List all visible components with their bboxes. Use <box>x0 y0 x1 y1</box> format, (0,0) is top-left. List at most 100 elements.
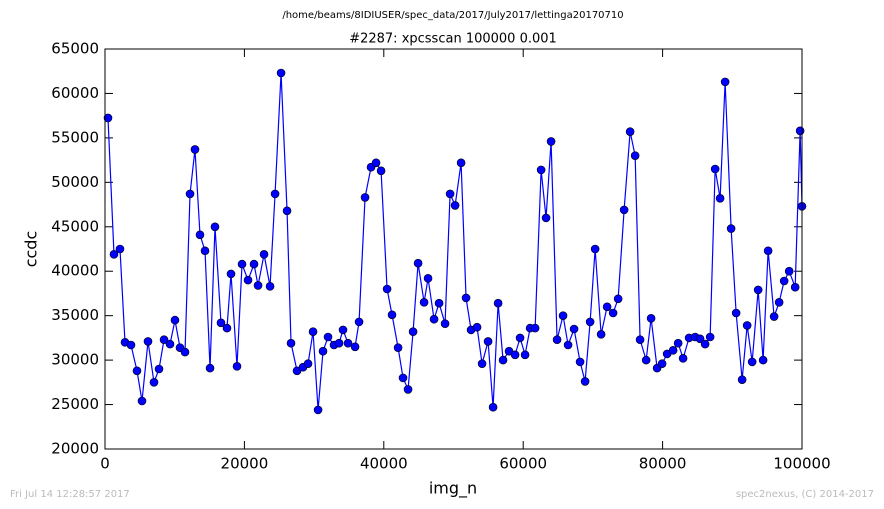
y-tick-label: 65000 <box>51 40 99 58</box>
data-point <box>715 194 725 203</box>
data-point <box>303 359 313 368</box>
data-point <box>483 337 493 346</box>
data-point <box>313 405 323 415</box>
data-point <box>360 193 370 202</box>
data-point <box>758 355 768 365</box>
data-point <box>747 357 757 367</box>
data-point <box>318 346 328 356</box>
data-point <box>445 189 455 199</box>
data-point <box>700 339 710 349</box>
y-tick-label: 45000 <box>51 217 99 235</box>
data-point <box>530 323 540 333</box>
data-point <box>270 189 280 199</box>
data-point <box>403 385 413 394</box>
data-point <box>737 375 747 384</box>
data-point <box>185 189 195 199</box>
plot-frame <box>104 48 803 450</box>
data-point <box>456 158 466 168</box>
data-point <box>602 302 612 312</box>
data-point <box>387 310 397 320</box>
data-point <box>635 335 645 344</box>
x-tick-label: 20000 <box>221 455 269 473</box>
data-point <box>440 319 450 328</box>
data-point <box>763 246 773 256</box>
data-point <box>109 250 119 259</box>
data-point <box>668 346 678 355</box>
y-tick-label: 50000 <box>51 173 99 191</box>
y-tick-label: 25000 <box>51 395 99 413</box>
data-point <box>205 363 215 373</box>
data-point <box>226 269 236 279</box>
data-point <box>498 355 508 365</box>
data-point <box>237 259 247 269</box>
data-point <box>137 396 147 406</box>
data-point <box>103 113 113 123</box>
data-point <box>413 258 423 268</box>
data-point <box>552 335 562 344</box>
data-point <box>216 318 226 328</box>
data-point <box>115 244 125 254</box>
data-point <box>515 333 525 343</box>
x-axis-label: img_n <box>429 479 477 499</box>
data-point <box>276 68 286 78</box>
data-point <box>590 244 600 254</box>
data-point <box>779 276 789 286</box>
data-point <box>585 317 595 327</box>
data-point <box>510 350 520 360</box>
data-point <box>493 298 503 308</box>
data-point <box>774 298 784 307</box>
data-point <box>350 342 360 352</box>
data-point <box>376 166 386 176</box>
data-point <box>282 206 292 216</box>
data-point <box>393 343 403 352</box>
data-point <box>354 317 364 327</box>
data-point <box>338 325 348 335</box>
data-point <box>286 338 296 348</box>
y-tick-label: 35000 <box>51 306 99 324</box>
y-tick-label: 40000 <box>51 262 99 280</box>
data-point <box>408 327 418 336</box>
data-point <box>673 338 683 348</box>
data-point <box>334 338 344 348</box>
data-point <box>170 315 180 325</box>
data-point <box>488 402 498 412</box>
data-point <box>222 323 232 333</box>
data-point <box>190 145 200 154</box>
data-point <box>429 314 439 324</box>
data-point <box>249 259 259 269</box>
data-point <box>619 205 629 215</box>
data-point <box>472 322 482 332</box>
data-point <box>625 127 635 136</box>
x-tick-label: 60000 <box>499 455 547 473</box>
data-point <box>265 282 275 291</box>
footer-right: spec2nexus, (C) 2014-2017 <box>736 489 874 500</box>
data-point <box>434 298 444 308</box>
data-point <box>596 330 606 339</box>
data-point <box>419 298 429 307</box>
data-point <box>382 284 392 294</box>
data-point <box>159 335 169 344</box>
data-point <box>630 151 640 160</box>
data-point <box>795 126 805 136</box>
footer-left: Fri Jul 14 12:28:57 2017 <box>10 489 130 500</box>
data-point <box>371 158 381 168</box>
chart-subtitle: #2287: xpcsscan 100000 0.001 <box>349 32 557 47</box>
x-tick-label: 0 <box>100 455 110 473</box>
data-point <box>450 201 460 210</box>
data-point <box>536 165 546 175</box>
data-point <box>790 282 800 292</box>
y-tick-label: 30000 <box>51 351 99 369</box>
data-point <box>126 340 136 350</box>
data-point <box>580 377 590 386</box>
data-point <box>477 359 487 368</box>
data-point <box>210 222 220 232</box>
data-point <box>243 275 253 285</box>
y-tick-label: 20000 <box>51 440 99 458</box>
data-point <box>323 332 333 342</box>
data-point <box>784 266 794 276</box>
data-point <box>343 338 353 348</box>
data-point <box>143 337 153 346</box>
y-tick-label: 55000 <box>51 128 99 146</box>
